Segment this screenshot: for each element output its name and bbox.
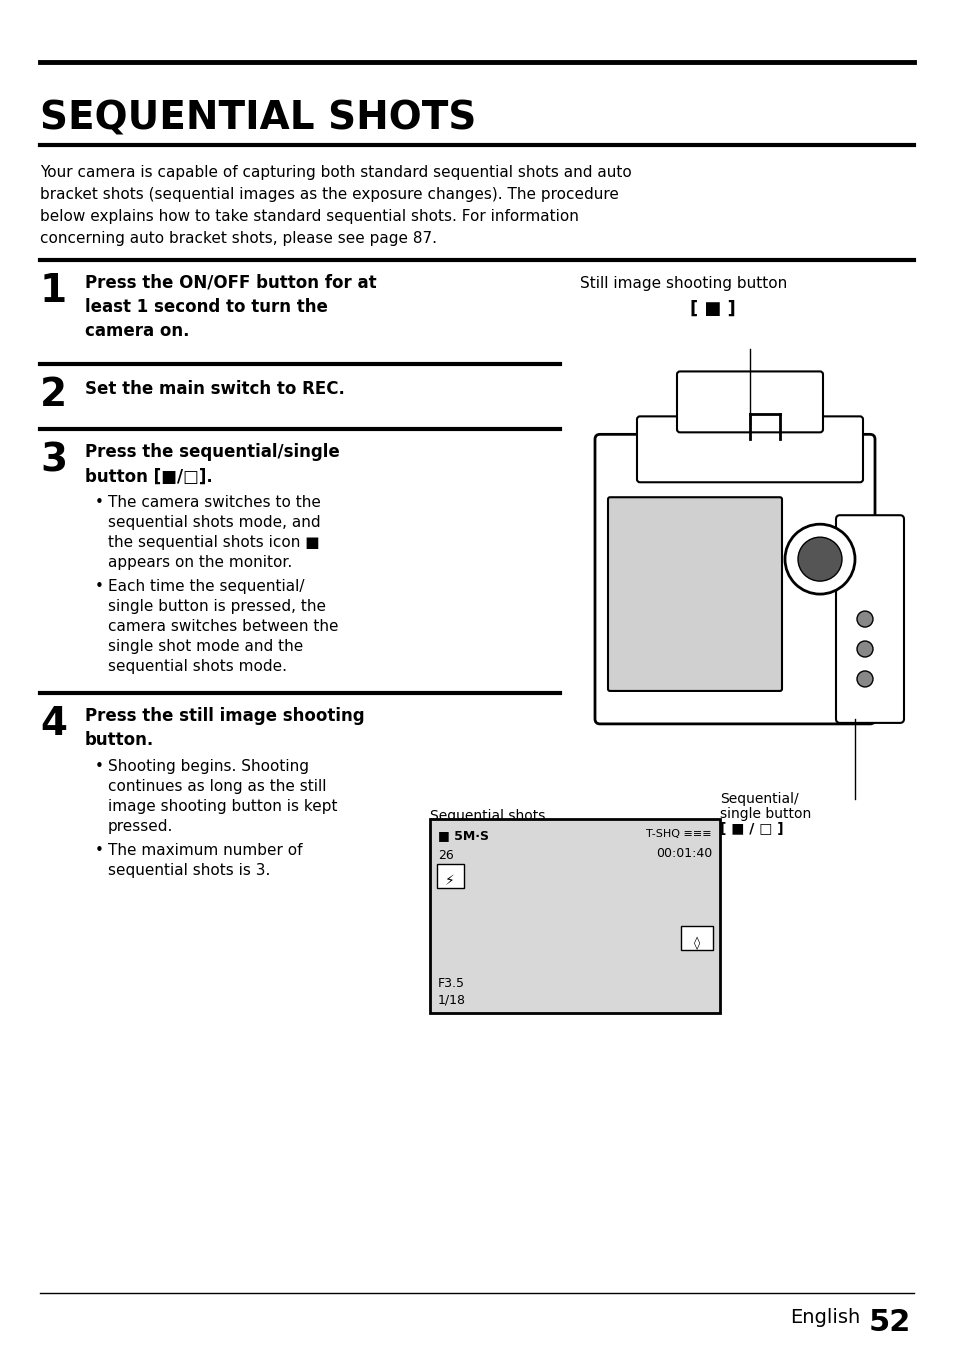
- Text: 2: 2: [40, 377, 67, 414]
- FancyBboxPatch shape: [677, 371, 822, 432]
- Text: appears on the monitor.: appears on the monitor.: [108, 555, 292, 570]
- Text: Press the ON/OFF button for at: Press the ON/OFF button for at: [85, 273, 376, 292]
- Text: F3.5: F3.5: [437, 976, 464, 990]
- Text: •: •: [95, 759, 104, 773]
- Text: below explains how to take standard sequential shots. For information: below explains how to take standard sequ…: [40, 208, 578, 223]
- Text: button.: button.: [85, 730, 154, 749]
- Text: single button: single button: [720, 807, 810, 820]
- Text: English: English: [789, 1307, 860, 1328]
- Text: Shooting begins. Shooting: Shooting begins. Shooting: [108, 759, 309, 773]
- Text: single button is pressed, the: single button is pressed, the: [108, 599, 326, 615]
- Text: Sequential shots: Sequential shots: [430, 808, 545, 823]
- Text: Sequential/: Sequential/: [720, 792, 798, 806]
- Text: icon: icon: [430, 823, 458, 838]
- Text: The maximum number of: The maximum number of: [108, 843, 302, 858]
- Text: image shooting button is kept: image shooting button is kept: [108, 799, 337, 814]
- Text: 3: 3: [40, 441, 67, 479]
- Text: Still image shooting button: Still image shooting button: [579, 276, 786, 291]
- Text: 26: 26: [437, 849, 454, 862]
- Text: the sequential shots icon ■: the sequential shots icon ■: [108, 535, 319, 550]
- Text: [ ■ / □ ]: [ ■ / □ ]: [720, 822, 782, 835]
- Circle shape: [856, 642, 872, 656]
- Text: Press the still image shooting: Press the still image shooting: [85, 707, 364, 725]
- Text: 00:01:40: 00:01:40: [655, 847, 711, 859]
- Text: T-SHQ ≡≡≡: T-SHQ ≡≡≡: [646, 829, 711, 839]
- FancyBboxPatch shape: [607, 498, 781, 691]
- Text: ◊: ◊: [693, 936, 700, 950]
- Circle shape: [784, 525, 854, 594]
- Text: Press the sequential/single: Press the sequential/single: [85, 444, 339, 461]
- Text: sequential shots mode, and: sequential shots mode, and: [108, 515, 320, 530]
- Text: single shot mode and the: single shot mode and the: [108, 639, 303, 654]
- Text: pressed.: pressed.: [108, 819, 173, 834]
- Text: •: •: [95, 495, 104, 510]
- Text: ⚡: ⚡: [445, 874, 455, 888]
- FancyBboxPatch shape: [637, 417, 862, 483]
- Text: 52: 52: [868, 1307, 910, 1337]
- Circle shape: [856, 611, 872, 627]
- FancyBboxPatch shape: [595, 434, 874, 724]
- Text: Set the main switch to REC.: Set the main switch to REC.: [85, 381, 345, 398]
- FancyBboxPatch shape: [436, 863, 463, 888]
- Text: camera on.: camera on.: [85, 321, 190, 339]
- FancyBboxPatch shape: [835, 515, 903, 722]
- Text: 1: 1: [40, 272, 67, 309]
- Text: Each time the sequential/: Each time the sequential/: [108, 580, 304, 594]
- Text: sequential shots is 3.: sequential shots is 3.: [108, 862, 270, 878]
- Text: sequential shots mode.: sequential shots mode.: [108, 659, 287, 674]
- Text: least 1 second to turn the: least 1 second to turn the: [85, 297, 328, 316]
- Text: ■ 5M·S: ■ 5M·S: [437, 829, 489, 842]
- Text: continues as long as the still: continues as long as the still: [108, 779, 326, 794]
- Text: concerning auto bracket shots, please see page 87.: concerning auto bracket shots, please se…: [40, 230, 436, 246]
- FancyBboxPatch shape: [430, 819, 720, 1013]
- Text: •: •: [95, 580, 104, 594]
- Text: camera switches between the: camera switches between the: [108, 619, 338, 633]
- Text: bracket shots (sequential images as the exposure changes). The procedure: bracket shots (sequential images as the …: [40, 187, 618, 202]
- Text: SEQUENTIAL SHOTS: SEQUENTIAL SHOTS: [40, 100, 476, 137]
- Text: 1/18: 1/18: [437, 994, 465, 1006]
- Circle shape: [856, 671, 872, 687]
- Text: [ ■ ]: [ ■ ]: [689, 300, 735, 317]
- Text: 4: 4: [40, 705, 67, 742]
- Text: •: •: [95, 843, 104, 858]
- FancyBboxPatch shape: [680, 925, 712, 950]
- Text: Your camera is capable of capturing both standard sequential shots and auto: Your camera is capable of capturing both…: [40, 164, 631, 180]
- Text: The camera switches to the: The camera switches to the: [108, 495, 320, 510]
- Text: button [■/□].: button [■/□].: [85, 467, 213, 486]
- Circle shape: [797, 537, 841, 581]
